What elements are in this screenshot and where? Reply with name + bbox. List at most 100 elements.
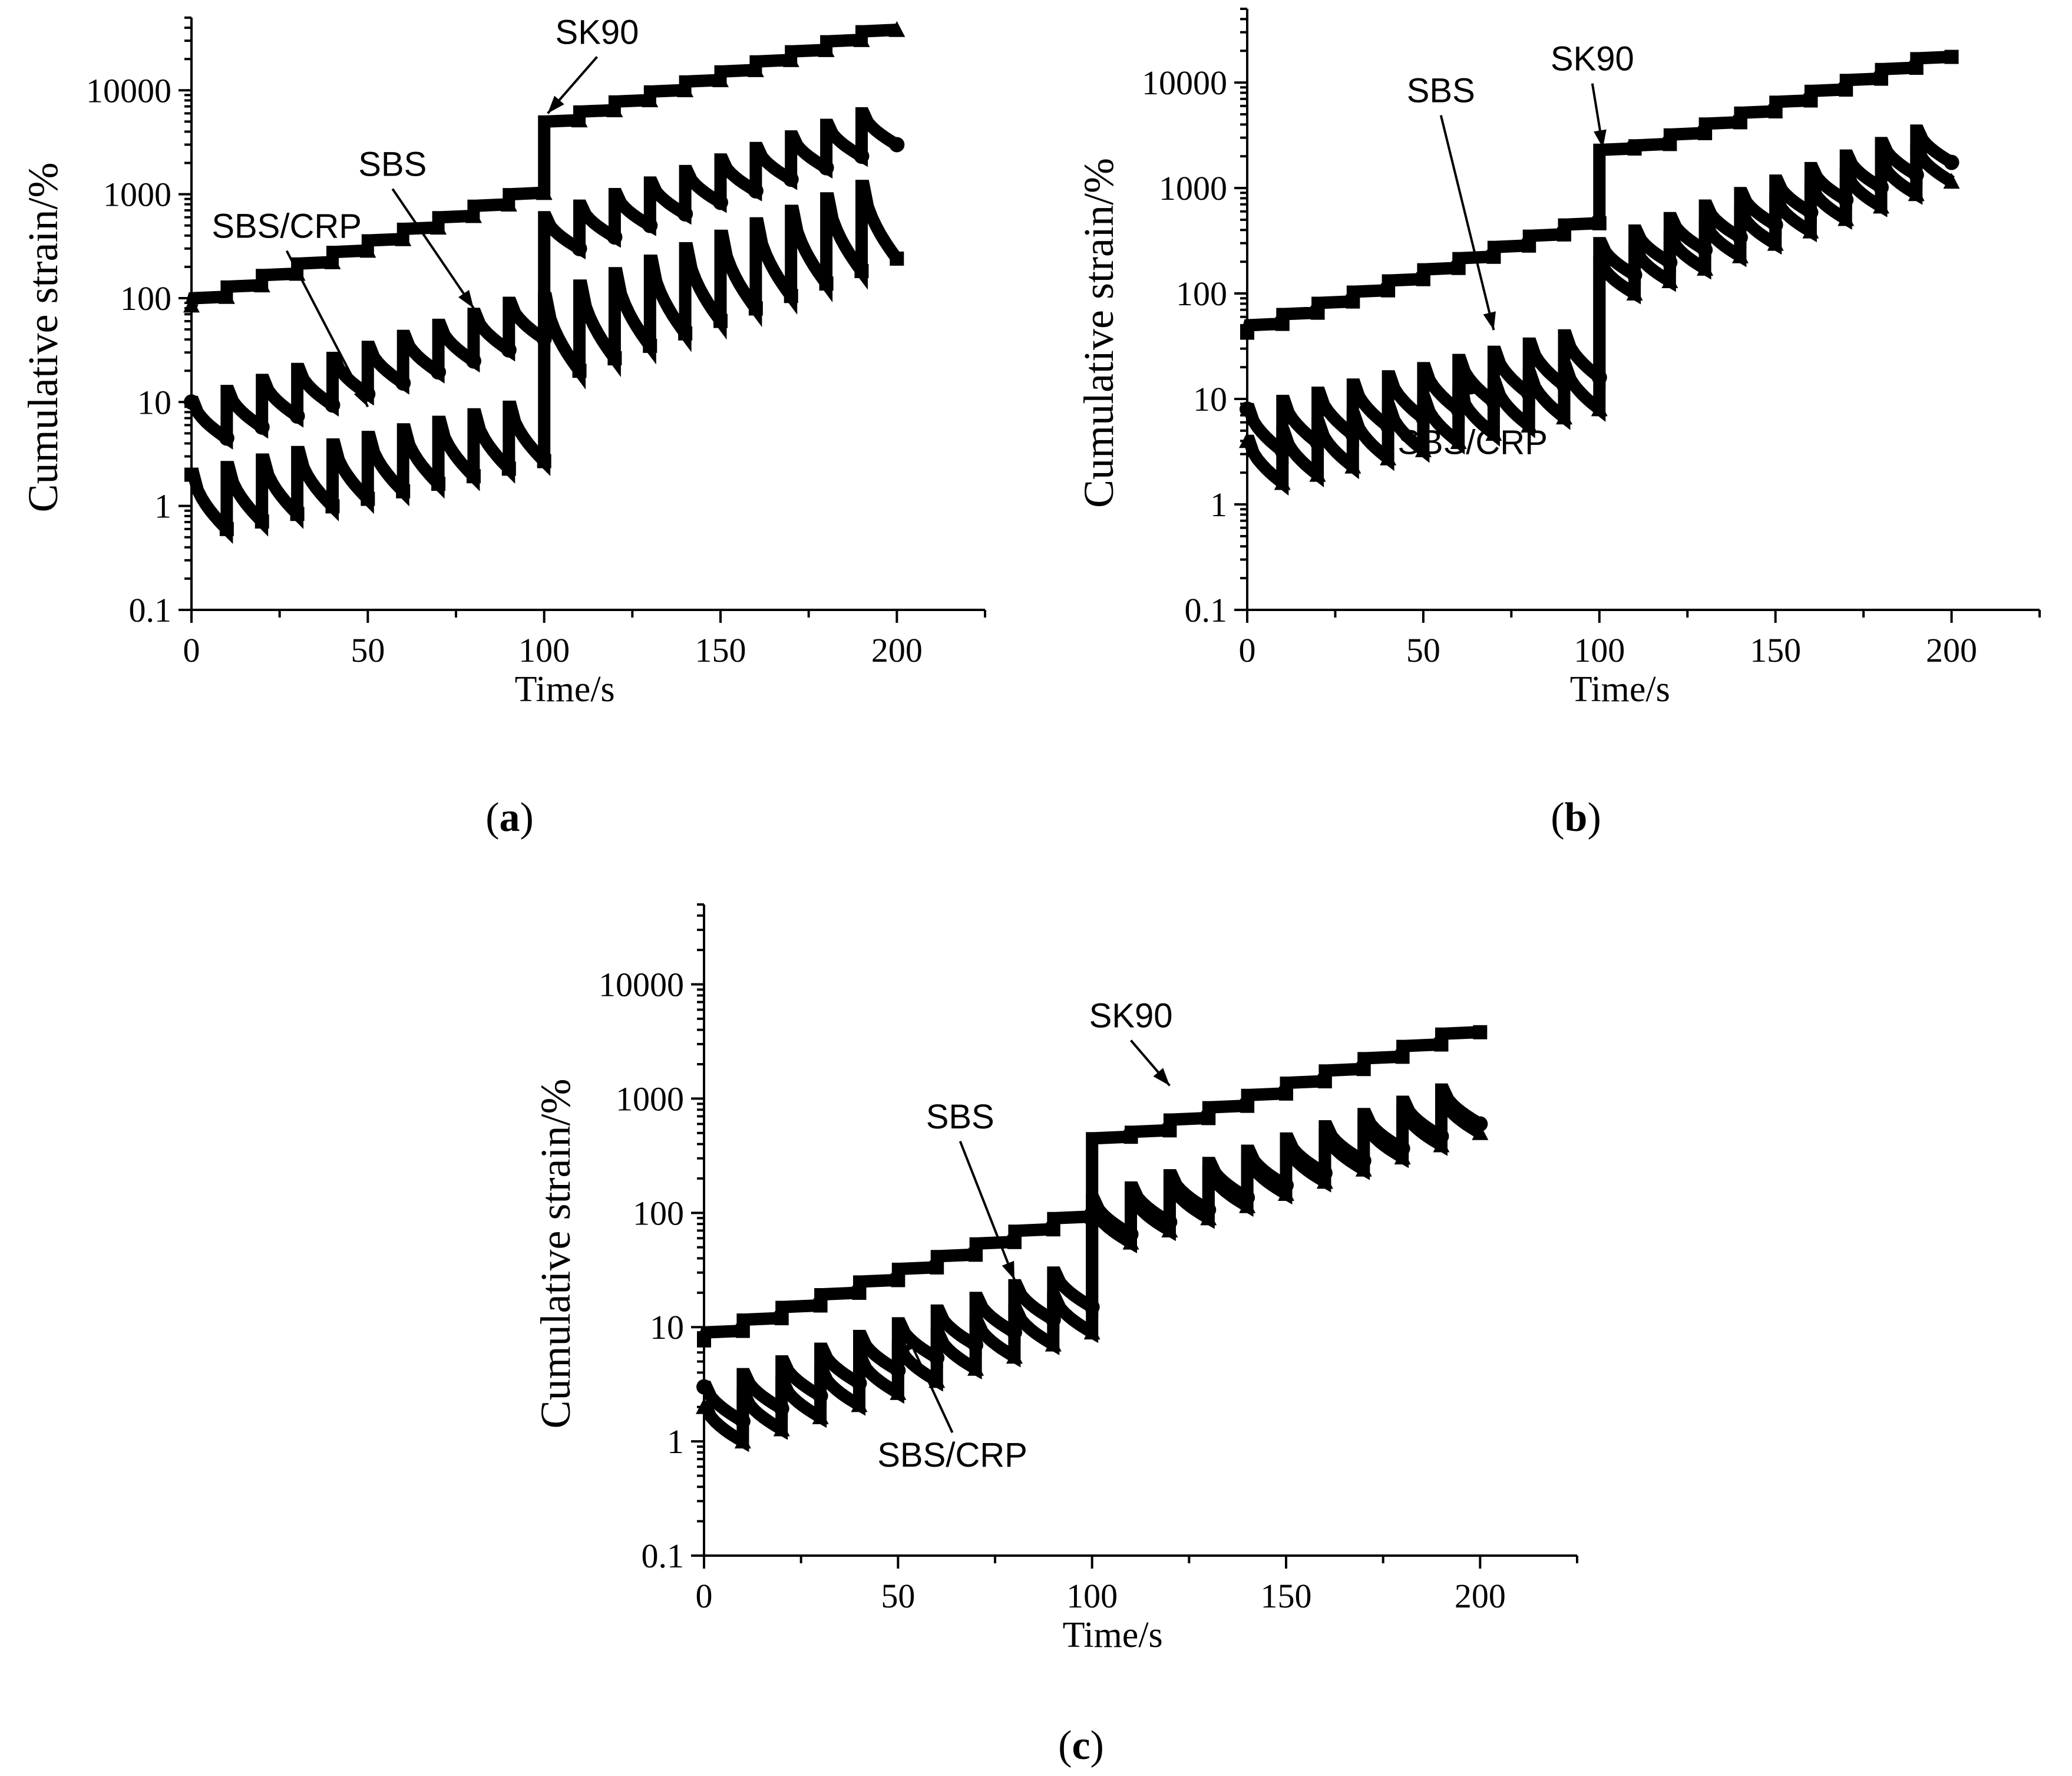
annotation-arrow-line [904, 1332, 954, 1433]
x-tick-label: 0 [1239, 631, 1256, 669]
x-tick-label: 200 [871, 631, 923, 669]
data-point [465, 207, 482, 223]
annotation-label: SK90 [556, 13, 639, 51]
annotation-arrow-line [391, 188, 475, 309]
data-point [1803, 93, 1818, 108]
x-tick-label: 0 [696, 1577, 713, 1615]
data-point [1317, 1074, 1332, 1089]
data-point [748, 301, 763, 316]
annotation-arrow-line [285, 250, 369, 408]
x-tick-label: 50 [1406, 631, 1440, 669]
x-tick-label: 150 [695, 631, 746, 669]
series-line [698, 1026, 1481, 1342]
data-point [1838, 210, 1855, 226]
data-point [218, 288, 235, 304]
chart-panel-a: 0 50 100 150 200 0.1 1 10 100 1000 10000 Time/s Cumu… [19, 13, 986, 840]
data-point [1278, 1185, 1294, 1201]
series-sbs [184, 107, 905, 450]
data-point [361, 491, 375, 506]
chart-panel-c: 0 50 100 150 200 0.1 1 10 100 1000 10000 Time/s Cumu… [532, 903, 1578, 1768]
y-tick-label: 0.1 [1185, 591, 1228, 629]
data-point [889, 137, 905, 153]
panel-label: (c) [1058, 1723, 1104, 1768]
data-point [852, 1285, 867, 1300]
data-point [1007, 1234, 1022, 1249]
series-line [187, 180, 902, 544]
data-point [930, 1260, 944, 1275]
data-point [969, 1247, 983, 1262]
data-point [431, 476, 446, 491]
data-point [1698, 126, 1713, 140]
y-tick-label: 1 [1210, 486, 1227, 524]
series-sk90 [697, 1025, 1488, 1348]
data-point [812, 1408, 829, 1424]
data-point [678, 326, 693, 341]
data-point [501, 461, 516, 476]
annotation: SBS/CRP [877, 1332, 1027, 1474]
data-point [1433, 1136, 1450, 1153]
data-point [571, 240, 587, 256]
data-point [1045, 1335, 1062, 1352]
series-line [185, 24, 897, 308]
x-tick-label: 100 [1066, 1577, 1118, 1615]
annotation: SBS/CRP [1397, 377, 1548, 462]
series-line [700, 1092, 1483, 1453]
data-point [1416, 272, 1430, 286]
x-axis-label: Time/s [1570, 669, 1670, 709]
data-point [1046, 1222, 1060, 1237]
data-point [571, 111, 588, 128]
series-sk90 [1240, 49, 1959, 340]
data-point [1627, 141, 1642, 156]
y-tick-label: 100 [120, 279, 171, 318]
data-point [1162, 1123, 1177, 1138]
data-point [183, 296, 200, 313]
data-point [712, 71, 729, 87]
data-point [1944, 49, 1959, 64]
data-point [697, 1333, 711, 1348]
data-point [359, 242, 376, 258]
data-point [255, 514, 269, 529]
data-point [1239, 1197, 1256, 1213]
data-point [1733, 115, 1747, 130]
x-axis-label: Time/s [515, 669, 615, 709]
data-point [1626, 285, 1643, 301]
y-tick-label: 1 [667, 1422, 684, 1461]
data-point [854, 264, 869, 279]
series-sbs-crp [184, 180, 904, 544]
data-point [1472, 1124, 1489, 1140]
data-point [607, 351, 622, 366]
data-point [1201, 1111, 1216, 1125]
x-tick-label: 150 [1750, 631, 1801, 669]
y-axis-label: Cumulative strain/% [19, 163, 67, 513]
data-point [1355, 1160, 1372, 1177]
data-point [813, 1298, 828, 1313]
data-point [1344, 457, 1361, 474]
data-point [773, 1420, 790, 1437]
data-point [696, 1379, 712, 1395]
data-point [643, 338, 657, 353]
annotation-label: SBS/CRP [1397, 424, 1548, 462]
annotation-arrowhead [1153, 1068, 1170, 1086]
annotation-arrowhead [458, 290, 474, 309]
data-point [253, 276, 270, 293]
data-point [818, 41, 835, 57]
annotation: SBS [926, 1098, 1016, 1280]
data-point [854, 148, 870, 164]
x-tick-label: 200 [1455, 1577, 1506, 1615]
annotation-label: SBS/CRP [877, 1436, 1027, 1474]
y-tick-label: 0.1 [642, 1537, 685, 1575]
data-point [818, 160, 834, 176]
data-point [1557, 227, 1571, 242]
data-point [1161, 1222, 1178, 1238]
data-point [1450, 433, 1467, 449]
y-tick-label: 0.1 [129, 591, 172, 629]
data-point [1874, 71, 1888, 86]
data-point [774, 1311, 789, 1326]
annotation: SK90 [1089, 997, 1172, 1087]
data-point [430, 219, 447, 235]
data-point [1240, 401, 1255, 417]
data-point [501, 342, 517, 358]
y-tick-label: 1000 [103, 176, 171, 214]
panel-label: (a) [485, 795, 534, 840]
data-point [928, 1372, 946, 1388]
